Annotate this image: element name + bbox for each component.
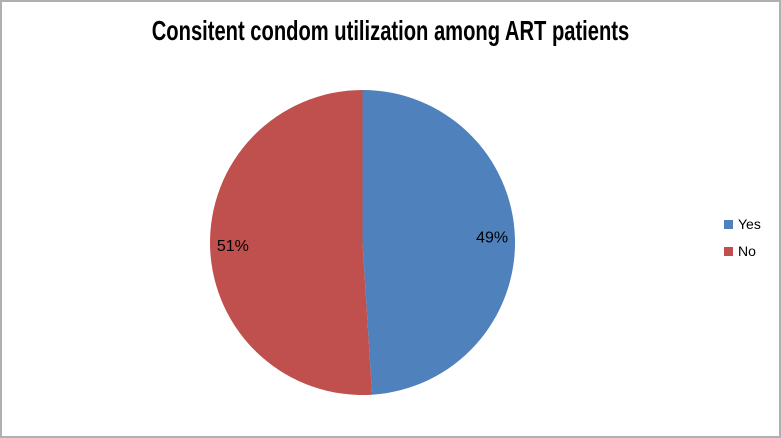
chart-legend: Yes No <box>724 217 761 258</box>
pie-slice-yes[interactable] <box>362 90 516 395</box>
legend-item-yes[interactable]: Yes <box>724 217 761 231</box>
legend-label: No <box>738 243 756 259</box>
legend-label: Yes <box>738 216 761 232</box>
pie-slice-label: 51% <box>217 238 249 255</box>
chart-title: Consitent condom utilization among ART p… <box>151 15 630 46</box>
pie-slice-label: 49% <box>476 230 508 247</box>
legend-swatch-yes <box>724 219 733 229</box>
legend-swatch-no <box>724 246 733 256</box>
pie-slice-no[interactable] <box>210 90 373 395</box>
legend-item-no[interactable]: No <box>724 244 761 258</box>
